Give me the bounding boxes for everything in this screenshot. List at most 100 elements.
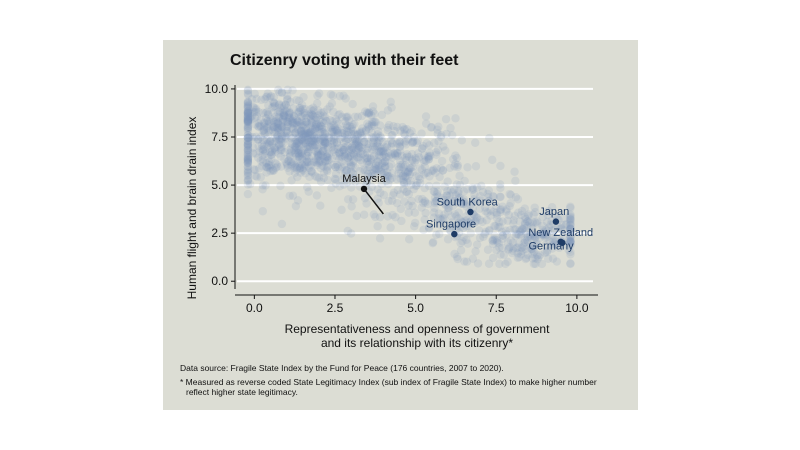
data-point <box>566 227 575 236</box>
data-point <box>337 152 347 161</box>
data-point <box>250 103 259 113</box>
data-point <box>349 156 359 165</box>
data-point <box>318 152 328 161</box>
data-point <box>374 161 383 170</box>
data-point <box>503 216 512 225</box>
data-point <box>381 149 390 158</box>
data-point <box>304 153 314 163</box>
data-point <box>284 156 293 165</box>
data-point <box>381 176 391 186</box>
data-point <box>320 112 330 122</box>
data-point <box>517 206 527 216</box>
data-point <box>393 148 402 158</box>
data-point <box>381 153 390 162</box>
data-point <box>380 143 390 152</box>
data-point <box>323 167 332 176</box>
data-point <box>304 148 313 157</box>
data-point <box>278 115 288 125</box>
data-point <box>484 259 494 268</box>
data-point <box>260 149 269 159</box>
data-point <box>452 211 461 221</box>
data-point <box>269 166 279 175</box>
data-point <box>552 257 562 266</box>
data-point <box>362 145 371 154</box>
data-point <box>495 222 504 232</box>
data-point <box>334 148 344 158</box>
data-point <box>303 147 313 157</box>
data-point <box>273 131 282 140</box>
data-point <box>566 220 575 230</box>
data-point <box>522 217 532 226</box>
data-point <box>374 198 383 208</box>
data-point <box>263 163 272 172</box>
data-point <box>243 147 253 157</box>
data-point <box>327 127 336 136</box>
data-point <box>244 175 253 184</box>
data-point <box>303 131 313 140</box>
data-point <box>243 116 253 126</box>
data-point <box>566 250 575 259</box>
data-point <box>277 138 286 147</box>
data-point <box>306 114 316 124</box>
data-point <box>524 211 533 221</box>
data-point <box>243 116 253 126</box>
data-point <box>297 100 307 110</box>
data-point <box>387 142 396 151</box>
x-tick-label-3: 7.5 <box>488 301 505 315</box>
data-point <box>267 103 277 112</box>
data-point <box>387 173 397 183</box>
data-point <box>257 95 266 105</box>
data-point <box>538 212 547 222</box>
data-point <box>529 246 538 255</box>
data-point <box>270 128 279 137</box>
data-point <box>343 113 352 122</box>
data-point <box>386 136 396 145</box>
data-point <box>492 208 501 217</box>
data-point <box>258 181 268 190</box>
data-point <box>292 165 301 174</box>
data-point <box>277 101 287 110</box>
data-point <box>270 133 280 142</box>
data-point <box>498 231 507 240</box>
data-point <box>468 254 478 263</box>
data-point <box>325 102 334 111</box>
data-point <box>296 103 305 113</box>
data-point <box>293 125 303 134</box>
data-point <box>282 107 291 116</box>
data-point <box>285 131 294 141</box>
data-point <box>445 163 455 173</box>
data-point <box>282 122 291 131</box>
data-point <box>393 149 402 158</box>
data-point <box>401 168 410 177</box>
data-point <box>538 225 547 235</box>
data-point <box>258 126 267 136</box>
data-point <box>311 115 320 125</box>
data-point <box>243 136 253 146</box>
data-point <box>454 221 463 230</box>
data-point <box>257 161 267 171</box>
data-point <box>399 185 408 194</box>
data-point <box>270 143 279 153</box>
data-point <box>383 167 392 177</box>
data-point <box>256 173 265 182</box>
data-point <box>353 154 363 163</box>
data-point <box>548 244 557 253</box>
south-korea-label: South Korea <box>437 196 499 208</box>
data-point <box>340 172 349 181</box>
data-point <box>459 223 468 233</box>
data-point <box>494 222 503 232</box>
data-point <box>339 143 348 152</box>
data-point <box>295 142 304 151</box>
data-point <box>258 151 267 160</box>
data-point <box>271 158 280 168</box>
data-point <box>324 149 334 159</box>
new-zealand-label: New Zealand <box>528 227 593 239</box>
data-point <box>243 168 253 177</box>
data-point <box>504 210 513 220</box>
data-point <box>363 153 372 163</box>
data-point <box>309 105 319 115</box>
data-point <box>529 240 539 250</box>
data-point <box>243 119 253 128</box>
data-point <box>384 152 394 161</box>
data-point <box>306 160 316 170</box>
